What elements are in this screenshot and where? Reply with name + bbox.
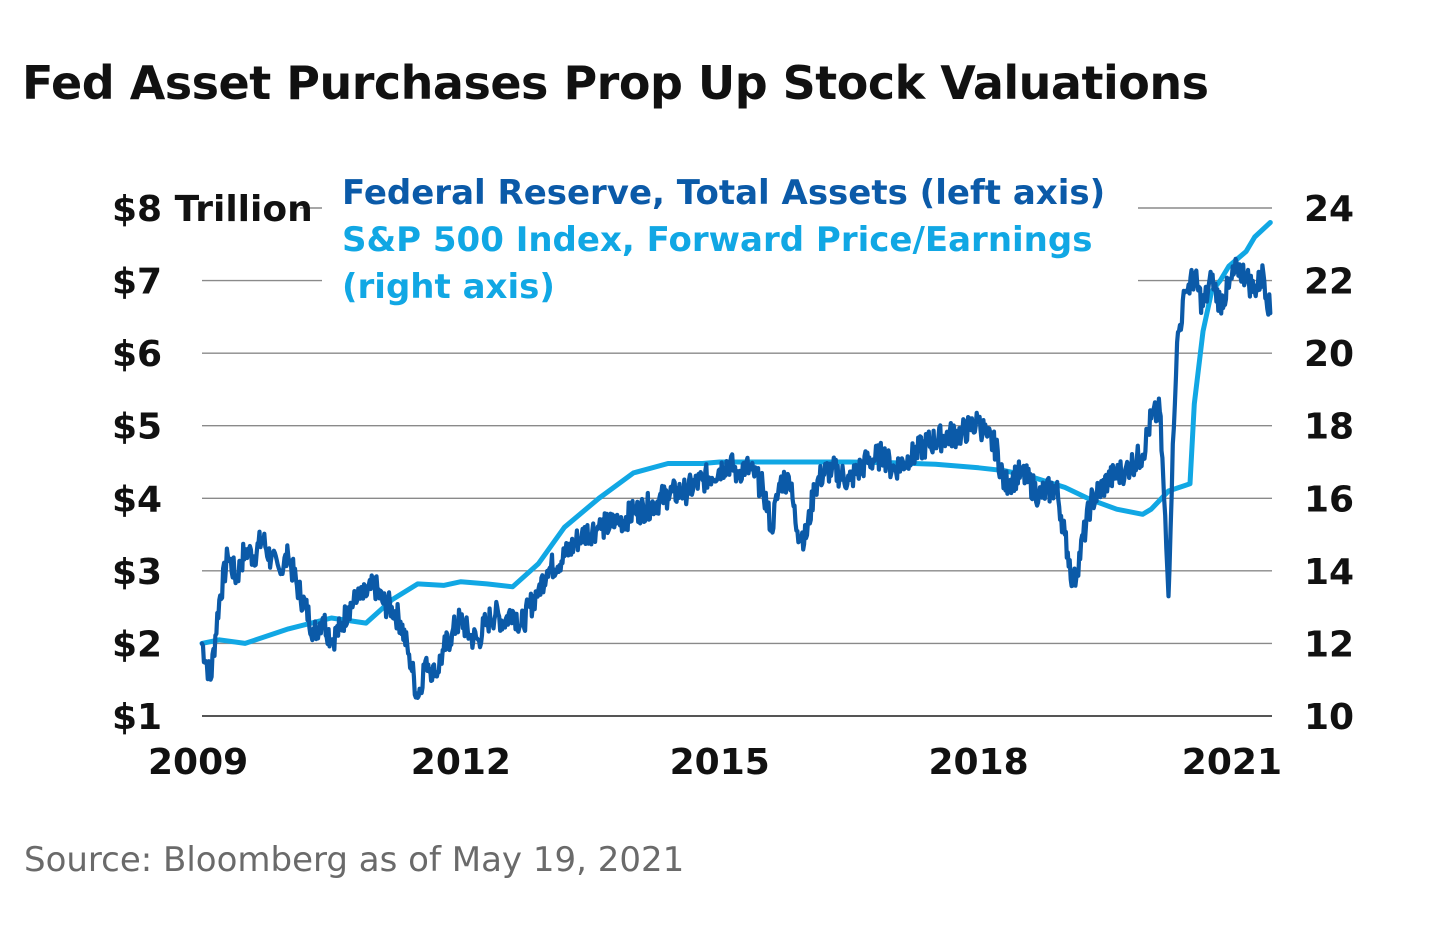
left-tick-label: $6 xyxy=(112,334,162,375)
right-tick-label: 24 xyxy=(1304,189,1354,230)
chart-title: Fed Asset Purchases Prop Up Stock Valuat… xyxy=(22,56,1209,110)
left-tick-label: $4 xyxy=(112,479,162,520)
series-line-fed-assets xyxy=(199,256,1273,700)
right-tick-label: 20 xyxy=(1304,334,1354,375)
plot-area xyxy=(199,220,1273,700)
left-tick-label: $7 xyxy=(112,262,162,303)
left-tick-label: $5 xyxy=(112,407,162,448)
left-tick-label: $3 xyxy=(112,552,162,593)
right-tick-label: 22 xyxy=(1304,262,1354,303)
right-tick-label: 18 xyxy=(1304,407,1354,448)
x-tick-label: 2009 xyxy=(148,742,248,783)
legend-entry: Federal Reserve, Total Assets (left axis… xyxy=(342,173,1105,213)
x-tick-label: 2021 xyxy=(1182,742,1282,783)
left-axis: $8 Trillion $7 $6 $5 $4 $3 $2 $1 xyxy=(112,189,313,738)
left-tick-label: $1 xyxy=(112,697,162,738)
right-axis: 24 22 20 18 16 14 12 10 xyxy=(1304,189,1354,738)
right-tick-label: 10 xyxy=(1304,697,1354,738)
left-tick-label: $2 xyxy=(112,624,162,665)
x-tick-label: 2018 xyxy=(929,742,1029,783)
x-tick-label: 2012 xyxy=(411,742,511,783)
legend: Federal Reserve, Total Assets (left axis… xyxy=(342,173,1105,307)
source-note: Source: Bloomberg as of May 19, 2021 xyxy=(24,840,685,880)
right-tick-label: 14 xyxy=(1304,552,1354,593)
left-tick-label: $8 Trillion xyxy=(112,189,313,230)
legend-entry: S&P 500 Index, Forward Price/Earnings xyxy=(342,220,1092,260)
right-tick-label: 12 xyxy=(1304,624,1354,665)
x-tick-label: 2015 xyxy=(670,742,770,783)
right-tick-label: 16 xyxy=(1304,479,1354,520)
legend-entry: (right axis) xyxy=(342,267,555,307)
x-axis: 2009 2012 2015 2018 2021 xyxy=(148,742,1282,783)
